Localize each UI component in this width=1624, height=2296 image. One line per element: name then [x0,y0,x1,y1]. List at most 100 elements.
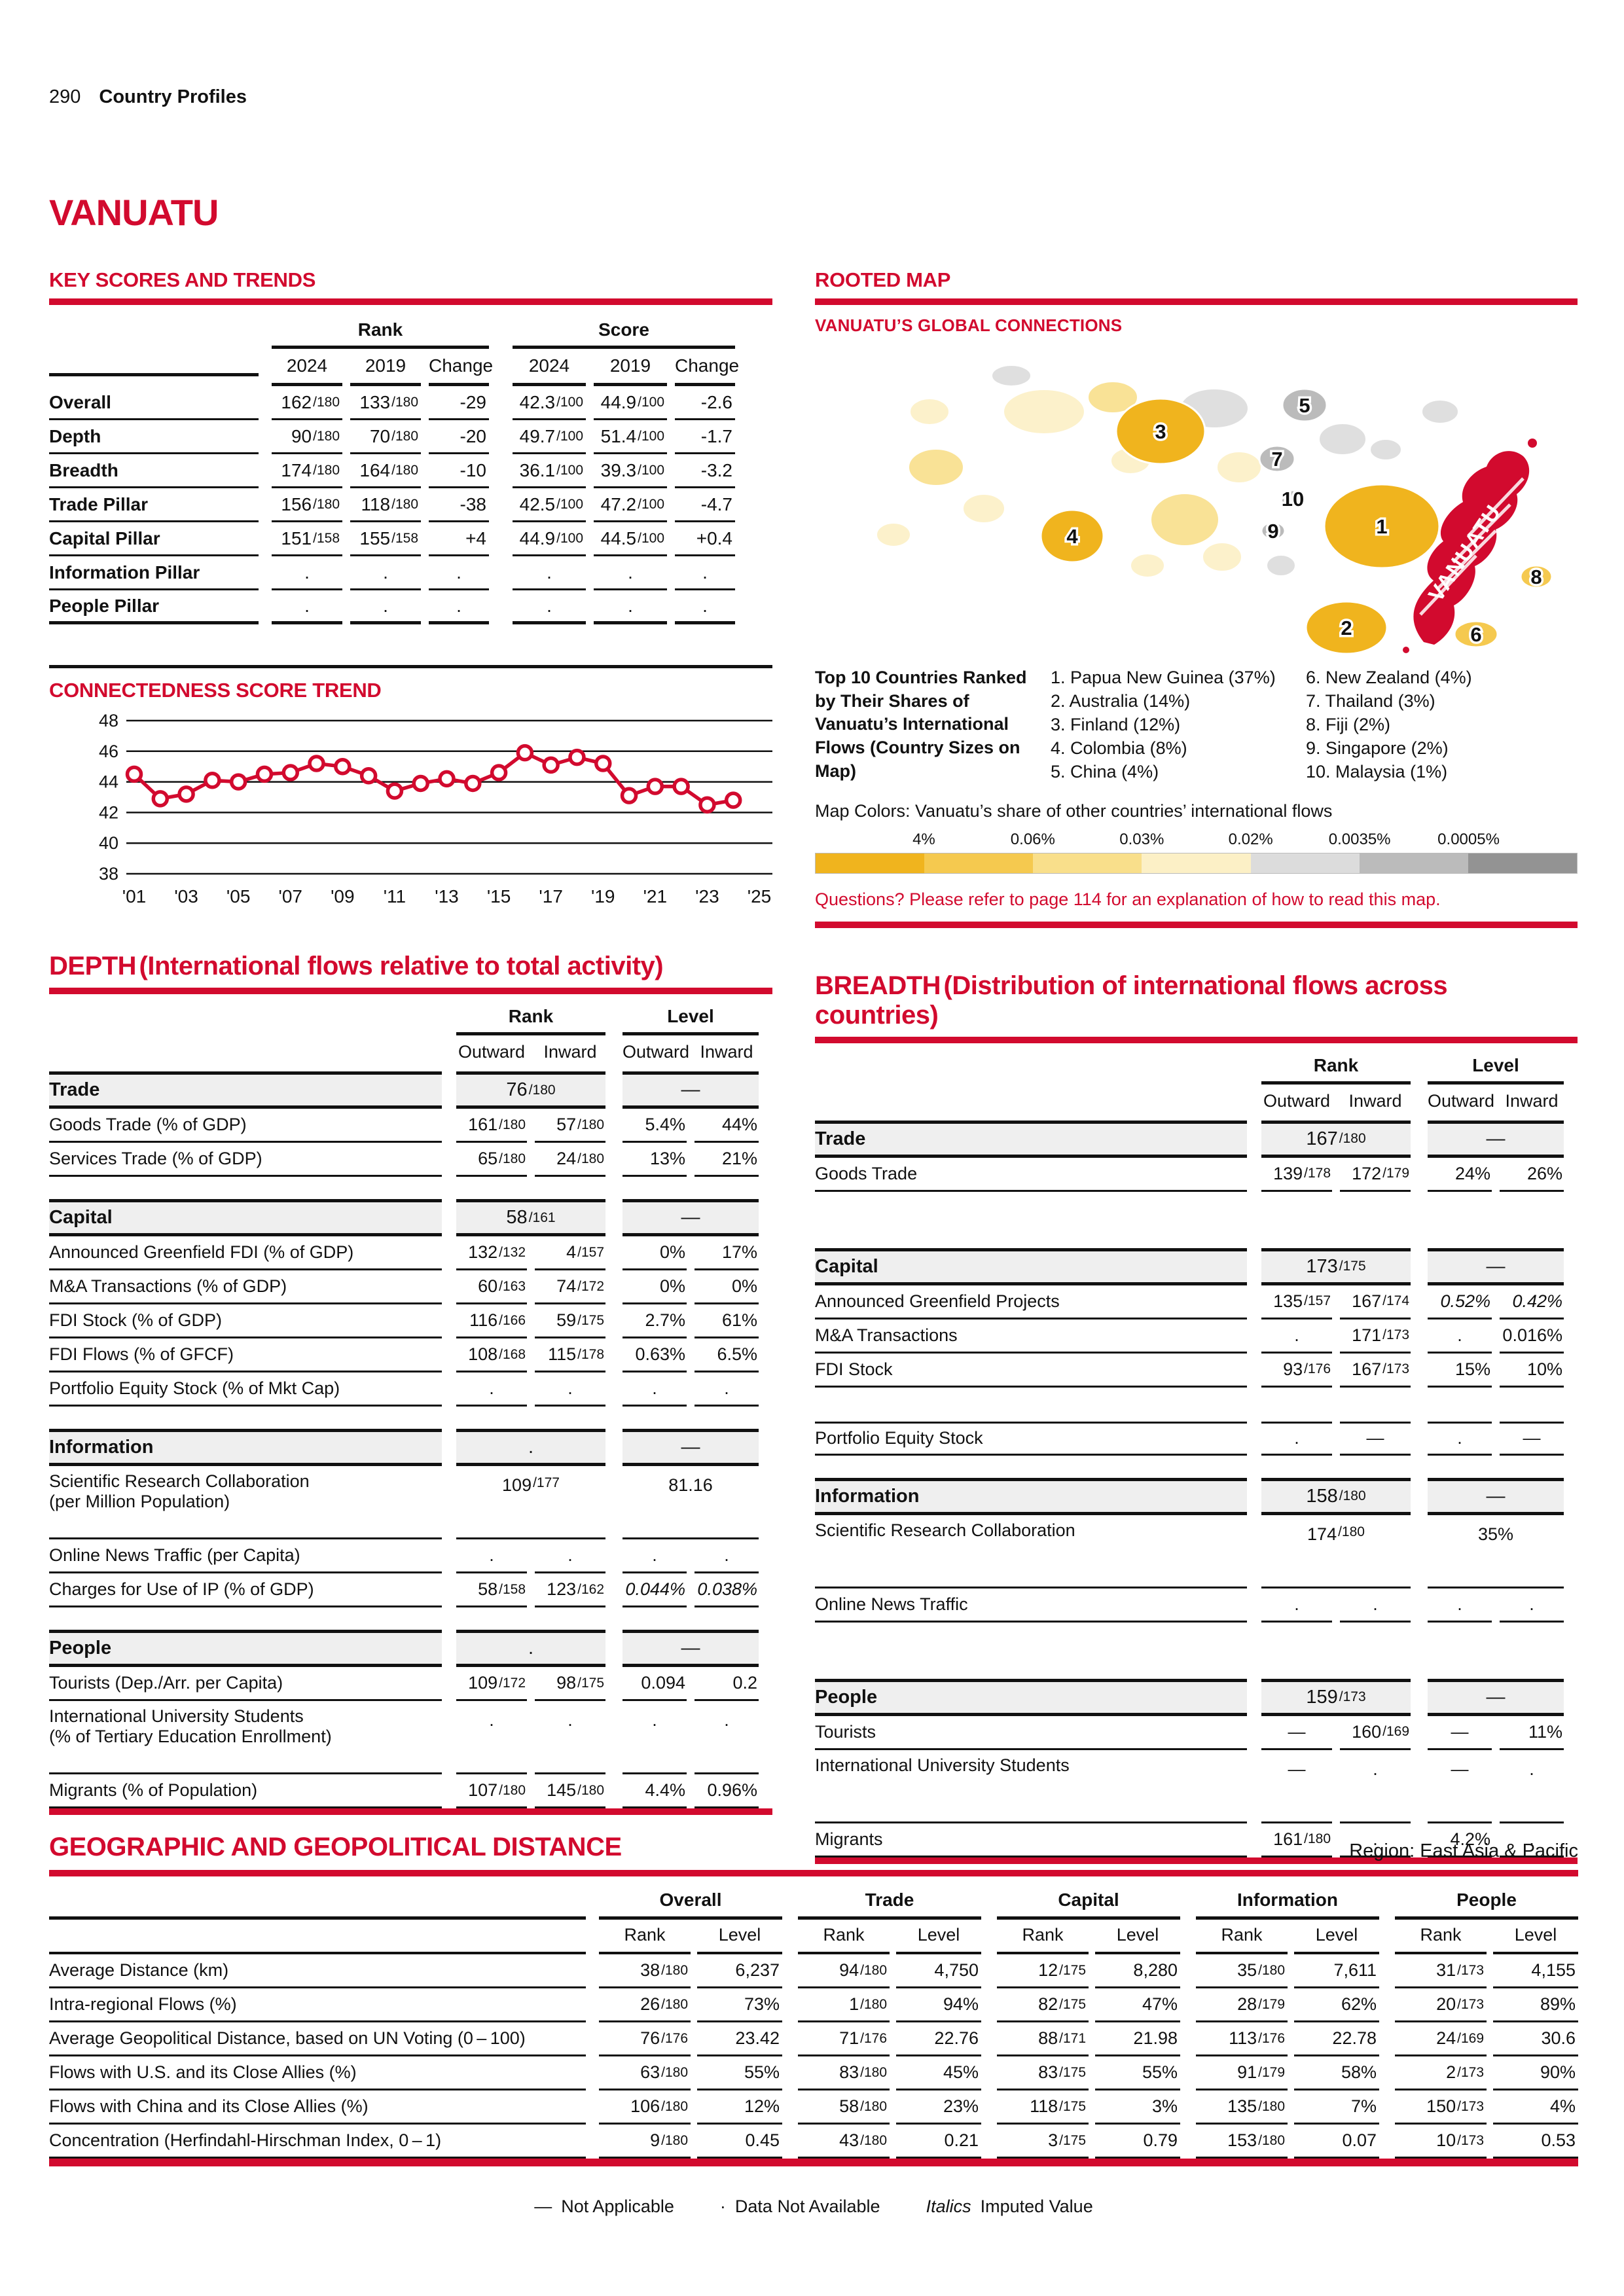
geo-col-header: Rank [798,1920,890,1954]
section-rank: 159/173 [1261,1678,1411,1716]
level-cell: 3% [1095,2090,1180,2125]
value-number: 24 [556,1149,577,1168]
value-number: — [1288,1759,1306,1779]
value-number: 164 [359,459,391,480]
value-denominator: /158 [391,530,418,546]
spacer-row [49,1177,772,1199]
blank-row [815,1388,1578,1422]
value-number: 76 [640,2028,660,2048]
value-number: . [702,562,708,583]
rank-cell: 133/180 [350,386,421,420]
footnote-symbol: Italics [926,2197,971,2216]
row-label: Information Pillar [49,556,259,590]
score-cell: . [594,556,667,590]
table-row: Scientific Research Collaboration (per Mi… [49,1466,772,1539]
value-number: 139 [1273,1163,1303,1183]
value-number: 113 [1229,2028,1257,2048]
vanuatu-stripe [1419,554,1477,616]
row-label-line1: International University Students [49,1706,304,1726]
level-cell: . [695,1701,759,1774]
value-denominator: /180 [313,394,340,410]
rank-cell: . [350,590,421,624]
level-cell: 0.96% [695,1774,759,1808]
value-number: 158 [1306,1485,1338,1507]
value-number: 0.044% [625,1579,685,1599]
x-tick-label: '07 [279,886,303,906]
value-number: 155 [359,528,391,548]
vanuatu-islet [1528,439,1537,448]
vanuatu-stripe [1437,529,1497,590]
country-shape-7 [1258,444,1296,473]
value-number: . [568,1710,573,1730]
row-label-line1: M&A Transactions [815,1325,958,1345]
value-number: 2.7% [645,1310,685,1330]
rank-cell: . [429,556,489,590]
rooted-map-rule [815,298,1578,305]
value-number: 107 [468,1780,498,1800]
value-number: . [1457,1428,1462,1448]
value-number: 89% [1540,1994,1576,2014]
score-cell: . [513,590,586,624]
table-row: Announced Greenfield FDI (% of GDP) 132/1… [49,1236,772,1270]
rank-group-label: Rank [272,319,489,349]
level-cell: . [695,1372,759,1407]
level-cell: . [1428,1421,1492,1456]
level-cell: 0.07 [1294,2125,1379,2159]
geo-group-label: Trade [798,1890,981,1920]
level-cell: 4.2% [1428,1823,1492,1857]
value-number: 0.53 [1541,2130,1576,2150]
value-number: -4.7 [700,493,732,514]
level-cell: 21.98 [1095,2022,1180,2056]
value-denominator: /100 [638,428,664,444]
country-rank-number: 10 [1282,488,1304,511]
top10-entry: 6. New Zealand (4%) [1306,668,1472,687]
key-scores-row: Depth 90/180 70/180 -20 49.7/100 51.4/100 -1.7 [49,420,772,454]
value-denominator: /163 [499,1278,526,1294]
value-number: 23.42 [735,2028,780,2048]
value-number: 44.9 [600,391,637,412]
key-scores-year-header: 2024 2019 Change 2024 2019 Change [49,349,772,386]
spacer-row [49,1407,772,1429]
rank-cell: . [535,1539,605,1573]
country-title: VANUATU [49,192,219,233]
row-label: Services Trade (% of GDP) [49,1143,442,1177]
row-label: Announced Greenfield Projects [815,1285,1247,1319]
level-cell: 30.6 [1493,2022,1578,2056]
rank-cell: 57/180 [535,1109,605,1143]
rank-cell: 150/173 [1395,2090,1487,2125]
table-row: M&A Transactions (% of GDP) 60/163 74/172 0… [49,1270,772,1304]
value-number: 94 [839,1960,859,1980]
value-number: 12% [744,2096,780,2116]
level-cell: 4,750 [896,1954,981,1988]
direction-col-header: Outward [1428,1090,1495,1111]
score-cell: -2.6 [675,386,735,420]
level-cell: . [1428,1588,1492,1623]
top10-entry: 1. Papua New Guinea (37%) [1051,668,1276,687]
value-number: 83 [839,2062,859,2082]
x-tick-label: '25 [748,886,772,906]
value-number: 161 [468,1115,498,1134]
geo-group-label: Information [1196,1890,1379,1920]
rank-cell: 160/169 [1340,1716,1411,1750]
rooted-map-heading: ROOTED MAP [815,268,951,291]
section-row: Information. — [49,1429,772,1466]
level-cell: 0.42% [1500,1285,1564,1319]
value-number: — [1486,1128,1506,1149]
section-row: Capital 58/161 — [49,1199,772,1236]
value-number: 0.42% [1512,1291,1562,1311]
country-rank-number: 5 [1299,394,1310,417]
value-denominator: /100 [638,496,664,512]
vanuatu-stripe [1467,477,1525,537]
value-denominator: /176 [860,2030,887,2046]
vanuatu-stripe [1452,503,1511,564]
legend-swatch [924,853,1034,873]
geo-col-header: Rank [1395,1920,1487,1954]
value-number: 15% [1454,1359,1490,1379]
section-rank: 167/180 [1261,1120,1411,1158]
value-number: 6.5% [717,1344,757,1364]
country-shape-3 [1115,397,1206,465]
value-number: 0.21 [944,2130,979,2150]
row-label: Online News Traffic (per Capita) [49,1539,442,1573]
value-denominator: /175 [1059,2098,1086,2114]
table-row: Tourists — 160/169 — 11% [815,1716,1578,1750]
